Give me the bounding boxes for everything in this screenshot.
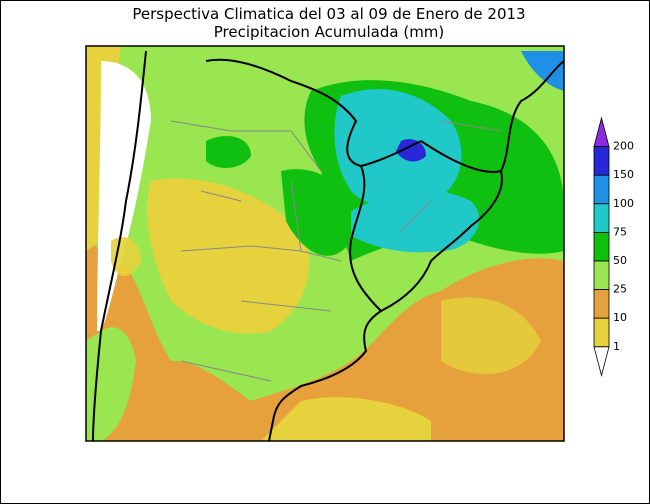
legend-label: 1 [613, 340, 620, 353]
legend-swatch [593, 289, 610, 319]
legend-swatch [593, 146, 610, 176]
legend-label: 100 [613, 197, 634, 210]
title-line-2: Precipitacion Acumulada (mm) [214, 23, 445, 41]
legend-swatch [593, 203, 610, 233]
map-frame [85, 45, 565, 442]
legend-swatch [593, 174, 610, 205]
legend-label: 150 [613, 168, 634, 181]
legend-cap [593, 346, 610, 377]
legend-label: 10 [613, 311, 627, 324]
legend-swatch [593, 317, 610, 348]
legend-swatch [593, 260, 610, 291]
legend-label: 25 [613, 283, 627, 296]
legend-label: 200 [613, 140, 634, 153]
legend-label: 50 [613, 254, 627, 267]
legend-label: 75 [613, 225, 627, 238]
borders [170, 120, 502, 382]
title-line-1: Perspectiva Climatica del 03 al 09 de En… [132, 5, 525, 23]
legend-cap [593, 116, 610, 147]
coastlines [92, 50, 565, 442]
color-legend: 200 150 100 75 50 25 10 1 [593, 116, 634, 377]
legend-swatch [593, 231, 610, 262]
precipitation-field [86, 46, 564, 441]
